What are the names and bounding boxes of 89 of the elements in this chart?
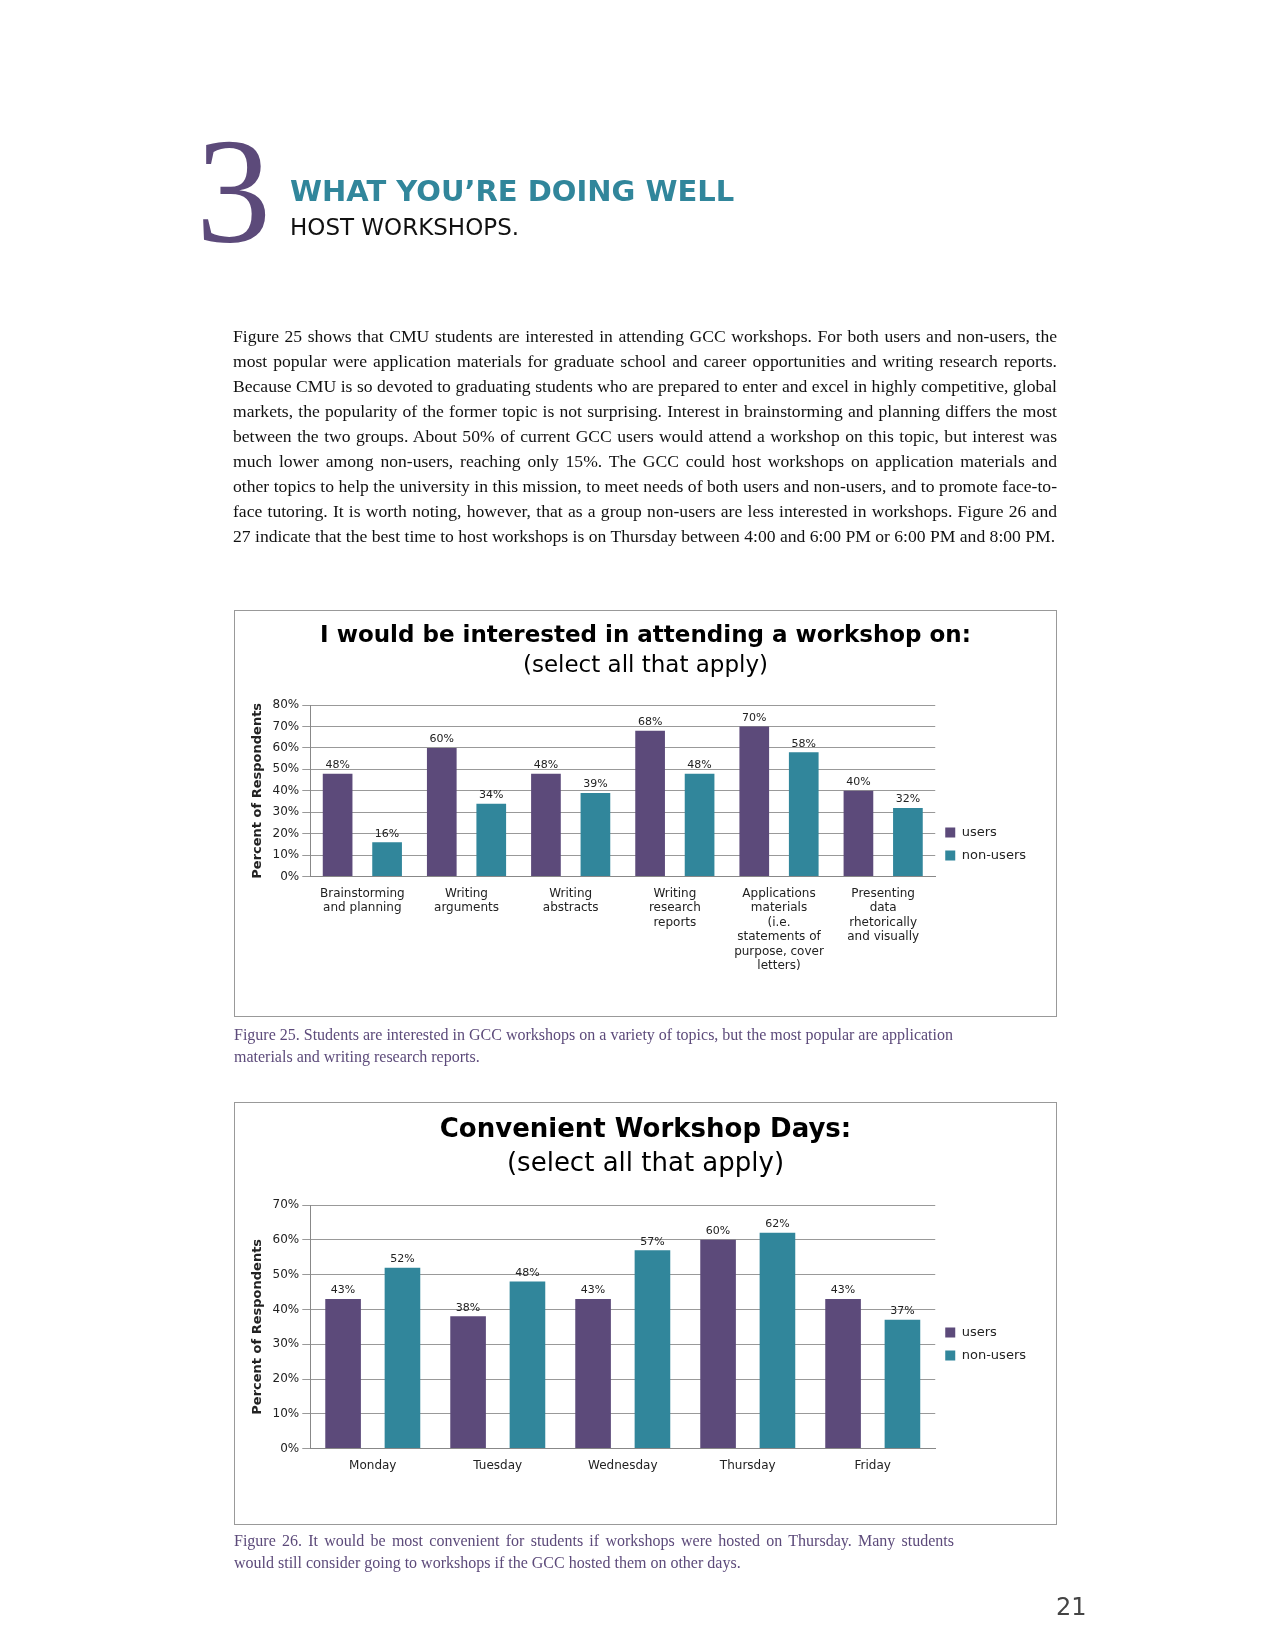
bar: [788, 752, 819, 877]
bar: [426, 747, 457, 877]
y-tick-label: 60%: [272, 1231, 299, 1246]
data-label: 57%: [639, 1234, 665, 1248]
data-label: 48%: [686, 758, 712, 771]
y-tick-label: 70%: [272, 718, 299, 733]
x-tick-label: Writing arguments: [433, 885, 499, 915]
y-tick-label: 50%: [272, 1266, 299, 1281]
data-label: 16%: [374, 826, 399, 840]
data-label: 52%: [389, 1252, 415, 1265]
x-tick-label: Presenting data rhetorically and visually: [846, 885, 919, 944]
legend-label: non-users: [961, 1346, 1026, 1362]
x-tick-label: Writing abstracts: [542, 885, 599, 915]
data-label: 40%: [845, 775, 871, 789]
y-tick-label: 70%: [272, 1197, 299, 1212]
bar: [892, 807, 923, 877]
data-label: 37%: [889, 1304, 915, 1318]
x-tick-label: Writing research reports: [648, 885, 701, 929]
data-label: 60%: [429, 732, 454, 746]
bar: [509, 1281, 545, 1449]
bar: [449, 1316, 486, 1449]
y-axis-title: Percent of Respondents: [248, 702, 264, 879]
x-tick-label: Wednesday: [587, 1457, 657, 1472]
bar: [324, 1298, 361, 1449]
legend-label: users: [961, 1323, 997, 1339]
data-label: 32%: [895, 792, 920, 806]
y-tick-label: 20%: [272, 825, 299, 840]
x-tick-label: Tuesday: [471, 1457, 522, 1472]
bar: [824, 1298, 861, 1449]
text: 21: [1056, 1593, 1087, 1621]
y-tick-label: 30%: [272, 804, 299, 819]
x-tick-label: Friday: [854, 1457, 891, 1472]
bar: [738, 726, 769, 877]
bar: [759, 1232, 795, 1449]
data-label: 43%: [830, 1283, 855, 1297]
data-label: 38%: [455, 1300, 480, 1314]
bar: [684, 773, 714, 877]
y-tick-label: 60%: [272, 740, 299, 755]
legend-label: users: [961, 823, 997, 839]
data-label: 58%: [791, 736, 816, 750]
data-label: 48%: [324, 758, 350, 771]
bar: [475, 803, 506, 877]
bar: [634, 730, 665, 877]
bar: [574, 1298, 611, 1449]
data-label: 43%: [330, 1283, 355, 1297]
data-label: 60%: [705, 1224, 730, 1238]
text: Figure 25 shows that CMU students are interested in attending GCC workshops. For both users and non-users, the most popular were application materials for graduate school and career opportunities and writing research reports. Because CMU is so devoted to graduating students who are prepared to enter and excel in highly competitive, global markets, the popularity of the former topic is not surprising. Interest in brainstorming and planning differs the most between the two groups. About 50% of current GCC users would attend a workshop on this topic, but interest was much lower among non-users, reaching only 15%. The GCC could host workshops on application materials and other topics to help the university in this mission, to meet needs of both users and non-users, and to promote face-to-face tutoring. It is worth noting, however, that as a group non-users are less interested in workshops. Figure 26 and 27 indicate that the best time to host workshops is on Thursday between 4:00 and 6:00 PM or 6:00 PM and 8:00 PM.: [233, 326, 1057, 546]
x-tick-label: Thursday: [718, 1457, 776, 1472]
text: 3: [196, 108, 271, 274]
chart-subtitle: (select all that apply): [505, 1147, 786, 1177]
bar: [322, 773, 352, 877]
y-tick-label: 80%: [272, 697, 299, 712]
chart-title: Convenient Workshop Days:: [438, 1113, 853, 1143]
chart-title: I would be interested in attending a workshop on:: [319, 621, 972, 647]
y-tick-label: 30%: [272, 1336, 299, 1351]
x-tick-label: Brainstorming and planning: [319, 885, 405, 915]
data-label: 43%: [580, 1283, 605, 1297]
y-tick-label: 50%: [272, 761, 299, 776]
y-axis-title: Percent of Respondents: [248, 1238, 264, 1415]
text: HOST WORKSHOPS.: [290, 214, 520, 240]
data-label: 48%: [533, 758, 558, 771]
data-label: 62%: [764, 1217, 790, 1231]
caption: Figure 25. Students are interested in GCC workshops on a variety of topics, but the most popular are application materials and writing research reports.: [234, 1025, 954, 1068]
y-tick-label: 20%: [272, 1371, 299, 1386]
y-tick-label: 40%: [272, 1301, 299, 1316]
caption: Figure 26. It would be most convenient for students if workshops were hosted on Thursday. Many students would still consider going to workshops if the GCC hosted them on other days.: [234, 1531, 954, 1574]
bar: [699, 1239, 736, 1449]
y-tick-label: 0%: [279, 1440, 299, 1455]
y-tick-label: 10%: [272, 847, 299, 862]
bar: [384, 1267, 420, 1449]
bar: [884, 1319, 920, 1449]
chart-subtitle: (select all that apply): [521, 651, 770, 677]
data-label: 34%: [478, 788, 503, 802]
data-label: 39%: [582, 777, 608, 791]
data-label: 70%: [741, 710, 766, 724]
bar: [843, 790, 873, 877]
text: WHAT YOU’RE DOING WELL: [290, 174, 735, 208]
legend-label: non-users: [961, 846, 1026, 862]
bar: [580, 792, 610, 877]
x-tick-label: Applications materials (i.e. statements of purpose, cover letters): [733, 885, 824, 972]
y-tick-label: 40%: [272, 782, 299, 797]
data-label: 48%: [514, 1265, 540, 1279]
y-tick-label: 0%: [279, 868, 299, 883]
bar: [634, 1250, 670, 1449]
x-tick-label: Monday: [348, 1457, 396, 1472]
data-label: 68%: [637, 715, 662, 729]
y-tick-label: 10%: [272, 1405, 299, 1420]
bar: [371, 842, 402, 877]
bar: [530, 773, 561, 877]
